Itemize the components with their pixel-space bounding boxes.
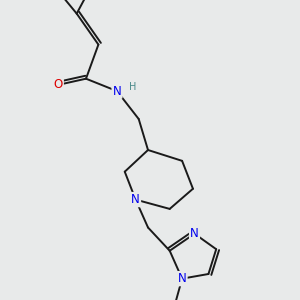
Text: H: H: [129, 82, 136, 92]
Text: N: N: [112, 85, 122, 98]
Text: N: N: [190, 227, 199, 240]
Text: N: N: [178, 272, 187, 285]
Text: O: O: [53, 78, 63, 92]
Text: N: N: [131, 193, 140, 206]
